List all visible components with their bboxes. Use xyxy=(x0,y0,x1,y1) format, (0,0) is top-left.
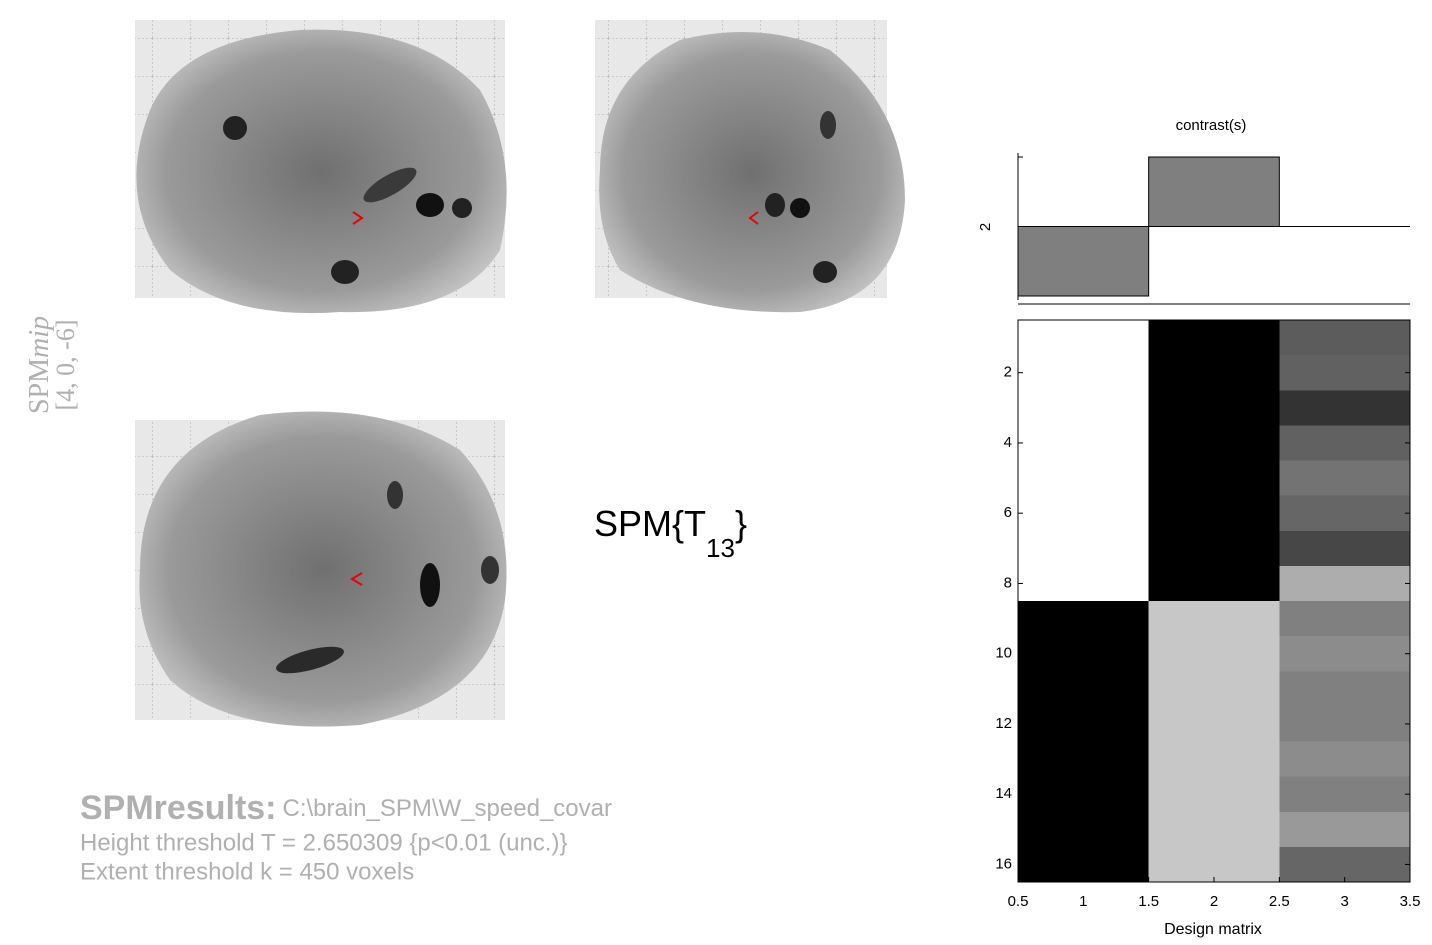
design-cell xyxy=(1148,390,1280,426)
y-tick-label: 4 xyxy=(1004,434,1012,451)
design-cell xyxy=(1148,530,1280,566)
design-cell xyxy=(1018,846,1149,882)
design-cell xyxy=(1018,811,1149,847)
design-xlabel: Design matrix xyxy=(1164,921,1262,938)
x-tick-label: 2 xyxy=(1210,893,1218,910)
design-cell xyxy=(1018,776,1149,812)
mip-axial xyxy=(135,411,507,727)
design-cell xyxy=(1018,671,1149,707)
design-cell xyxy=(1148,811,1280,847)
y-tick-label: 14 xyxy=(995,785,1012,802)
design-cell xyxy=(1148,776,1280,812)
mip-label: SPMmip xyxy=(24,316,55,414)
design-cell xyxy=(1279,846,1410,882)
mip-sagittal xyxy=(135,20,507,314)
design-cell xyxy=(1279,741,1410,777)
contrast-bar xyxy=(1148,156,1280,227)
design-cell xyxy=(1018,741,1149,777)
results-heading: SPMresults: C:\brain_SPM\W_speed_covar xyxy=(80,789,612,827)
design-cell xyxy=(1148,706,1280,742)
x-tick-label: 2.5 xyxy=(1269,893,1290,910)
design-cell xyxy=(1018,601,1149,637)
design-cell xyxy=(1279,495,1410,531)
design-cell xyxy=(1148,565,1280,601)
y-tick-label: 2 xyxy=(1004,364,1012,381)
design-cell xyxy=(1018,390,1149,426)
x-tick-label: 0.5 xyxy=(1008,893,1029,910)
design-cell xyxy=(1279,530,1410,566)
statistic-label: SPM{T13} xyxy=(594,503,747,563)
design-cell xyxy=(1279,390,1410,426)
extent-threshold: Extent threshold k = 450 voxels xyxy=(80,858,414,885)
design-cell xyxy=(1279,460,1410,496)
design-cell xyxy=(1148,636,1280,672)
design-cell xyxy=(1018,565,1149,601)
design-cell xyxy=(1018,320,1149,356)
design-cell xyxy=(1148,741,1280,777)
design-cell xyxy=(1018,636,1149,672)
x-tick-label: 1.5 xyxy=(1138,893,1159,910)
mip-coronal xyxy=(595,20,905,313)
design-cell xyxy=(1148,495,1280,531)
design-cell xyxy=(1279,355,1410,391)
mip-text: SPM xyxy=(24,358,55,414)
design-cell xyxy=(1279,425,1410,461)
y-tick-label: 10 xyxy=(995,645,1012,662)
y-tick-label: 16 xyxy=(995,855,1012,872)
height-threshold: Height threshold T = 2.650309 {p<0.01 (u… xyxy=(80,829,567,856)
design-cell xyxy=(1148,460,1280,496)
design-cell xyxy=(1279,671,1410,707)
mip-coords: [4, 0, -6] xyxy=(51,320,80,411)
design-cell xyxy=(1148,846,1280,882)
design-cell xyxy=(1148,355,1280,391)
design-cell xyxy=(1279,565,1410,601)
design-cell xyxy=(1148,425,1280,461)
design-cell xyxy=(1018,530,1149,566)
design-cell xyxy=(1018,460,1149,496)
design-cell xyxy=(1018,495,1149,531)
contrast-bar xyxy=(1017,226,1150,297)
design-cell xyxy=(1279,601,1410,637)
design-cell xyxy=(1018,706,1149,742)
x-tick-label: 3 xyxy=(1340,893,1348,910)
contrast-title: contrast(s) xyxy=(1176,117,1247,134)
stat-close: } xyxy=(735,503,747,544)
results-path: C:\brain_SPM\W_speed_covar xyxy=(283,795,612,822)
design-cell xyxy=(1279,706,1410,742)
x-tick-label: 3.5 xyxy=(1400,893,1421,910)
stat-sub: 13 xyxy=(706,533,735,563)
design-cell xyxy=(1148,601,1280,637)
design-cell xyxy=(1279,320,1410,356)
design-cell xyxy=(1279,776,1410,812)
contrast-index: 2 xyxy=(977,223,994,231)
x-tick-label: 1 xyxy=(1079,893,1087,910)
y-tick-label: 6 xyxy=(1004,504,1012,521)
design-cell xyxy=(1018,355,1149,391)
design-cell xyxy=(1148,320,1280,356)
design-cell xyxy=(1279,811,1410,847)
design-cell xyxy=(1148,671,1280,707)
mip-italic: mip xyxy=(24,316,55,358)
y-tick-label: 8 xyxy=(1004,574,1012,591)
design-cell xyxy=(1018,425,1149,461)
y-tick-label: 12 xyxy=(995,715,1012,732)
stat-base: SPM{T xyxy=(594,503,706,544)
design-cell xyxy=(1279,636,1410,672)
heading: SPMresults: xyxy=(80,789,277,827)
